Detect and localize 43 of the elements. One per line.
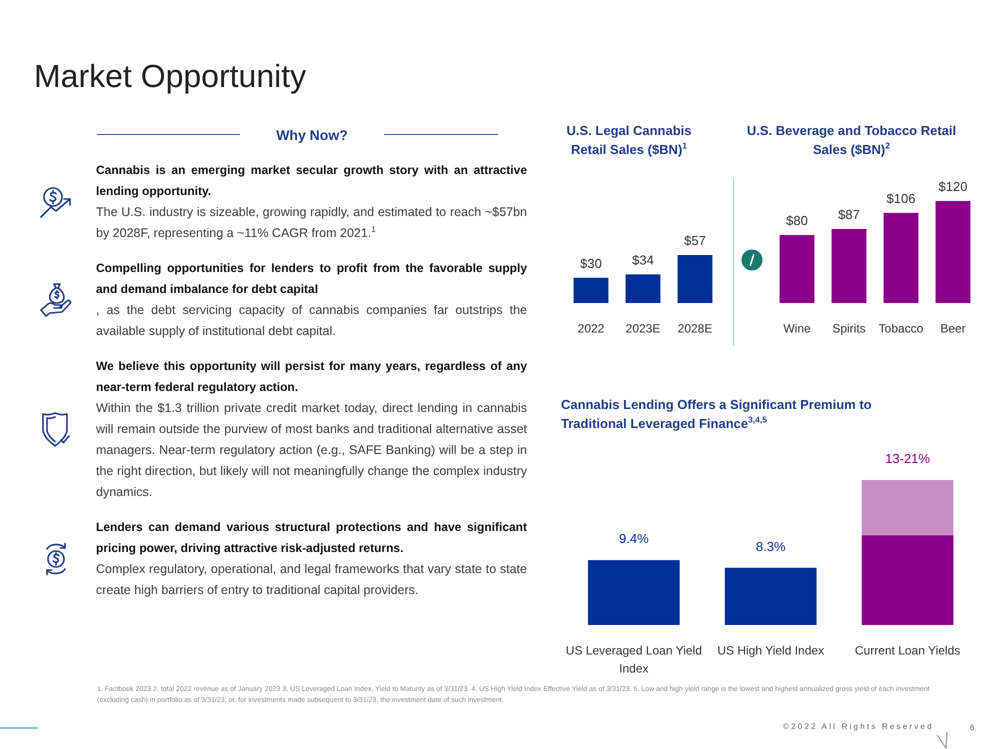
bar xyxy=(862,480,954,536)
data-label: $57 xyxy=(684,233,706,248)
data-label: 8.3% xyxy=(756,538,786,554)
bar xyxy=(832,229,866,303)
x-tick-label: US High Yield Index xyxy=(717,643,824,658)
bar xyxy=(884,212,918,303)
bar xyxy=(724,568,817,625)
x-tick-label: 2023E xyxy=(626,321,660,336)
text: Within the $1.3 trillion private credit market today, direct lending in cannabis will remain outside the purview of most banks and traditional alternative asset managers. Near-term regulatory action (e.g., SAFE Banking) will be a step in the right direction, but likely will not meaningfully change the complex industry dynamics. xyxy=(96,400,527,501)
chart-title: U.S. Legal Cannabis Retail Sales ($BN)$^{1}$ xyxy=(566,122,692,159)
data-label: $87 xyxy=(838,207,860,222)
text: Why Now? xyxy=(275,127,349,143)
text: 6 xyxy=(970,723,974,732)
chart-title: Cannabis Lending Offers a Significant Premium to Traditional Leveraged Finance$^{3,4,5}$ xyxy=(561,396,873,433)
x-tick-label: US Leveraged Loan Yield Index xyxy=(566,643,702,676)
x-tick-label: Tobacco xyxy=(878,321,924,336)
x-tick-label: 2028E xyxy=(678,321,712,336)
text: Cannabis is an emerging market secular growth story with an attractive lending opportunity. xyxy=(96,162,527,200)
text: Market Opportunity xyxy=(34,58,306,95)
data-label: $120 xyxy=(938,179,968,194)
bar xyxy=(862,535,954,625)
x-tick-label: 2022 xyxy=(578,321,605,336)
text: The U.S. industry is sizeable, growing rapidly, and estimated to reach ~$57bn by 2028F, representing a ~11% CAGR from 2021.$^{1}$ xyxy=(96,204,527,242)
bar xyxy=(780,235,814,303)
data-label: $30 xyxy=(580,256,602,271)
text: Lenders can demand various structural protections and have significant pricing power, driving attractive risk-adjusted returns. xyxy=(96,519,527,557)
data-label: $106 xyxy=(886,190,916,206)
data-label: $34 xyxy=(632,252,654,268)
x-tick-label: Current Loan Yields xyxy=(854,643,960,658)
x-tick-label: Spirits xyxy=(832,321,866,336)
chart-title: U.S. Beverage and Tobacco Retail Sales ($BN)$^{2}$ xyxy=(746,122,958,159)
annotation: 13-21% xyxy=(885,451,930,466)
text: , as the debt servicing capacity of cannabis companies far outstrips the available supply of institutional debt capital. xyxy=(96,302,527,340)
text: Complex regulatory, operational, and legal frameworks that vary state to state create high barriers of entry to traditional capital providers. xyxy=(96,561,527,599)
bar xyxy=(588,560,680,625)
bar xyxy=(936,201,970,303)
x-tick-label: Wine xyxy=(783,321,811,336)
text: We believe this opportunity will persist for many years, regardless of any near-term federal regulatory action. xyxy=(96,358,527,396)
x-tick-label: Beer xyxy=(940,321,966,336)
data-label: 9.4% xyxy=(619,531,650,546)
data-label: $80 xyxy=(786,213,808,228)
text: Compelling opportunities for lenders to profit from the favorable supply and demand imbalance for debt capital xyxy=(96,260,527,298)
text: ©2022 All Rights Reserved xyxy=(783,722,934,731)
